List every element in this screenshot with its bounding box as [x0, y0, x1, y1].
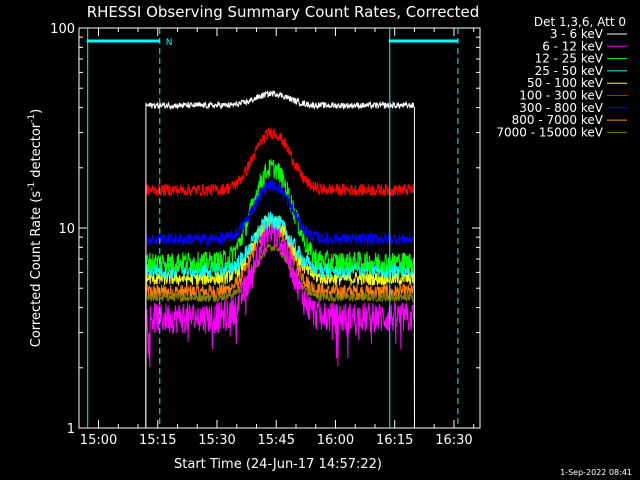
y-tick-label: 100 — [50, 22, 75, 37]
series-line-6 — [145, 177, 415, 428]
y-axis-label-main: Corrected Count Rate (s — [29, 191, 44, 348]
series-line-1 — [145, 221, 415, 428]
legend-header: Det 1,3,6, Att 0 — [534, 15, 626, 29]
y-axis-label: Corrected Count Rate (s-1 detector-1) — [27, 109, 44, 347]
legend-entry-label: 12 - 25 keV — [535, 52, 604, 66]
y-axis-label-mid: detector — [29, 122, 44, 182]
annotation-layer: N — [86, 28, 459, 428]
legend-entry-label: 25 - 50 keV — [535, 64, 604, 78]
series-line-5 — [145, 127, 415, 428]
timestamp: 1-Sep-2022 08:41 — [560, 468, 632, 477]
x-axis-label: Start Time (24-Jun-17 14:57:22) — [174, 457, 382, 472]
series-line-0 — [145, 89, 415, 428]
axis-layer: 1 10 100 15:00 15:15 15:30 15:45 16:00 16:15 16:3… — [50, 22, 480, 448]
y-tick-label: 1 — [67, 422, 75, 437]
legend-entry-label: 300 - 800 keV — [519, 101, 603, 115]
chart-title: RHESSI Observing Summary Count Rates, Co… — [87, 3, 480, 21]
saa-label: N — [166, 38, 173, 48]
x-tick-label: 15:00 — [80, 433, 117, 448]
y-axis-label-sup2: -1 — [27, 114, 37, 123]
legend-entry-label: 100 - 300 keV — [519, 89, 603, 103]
legend-entry-label: 6 - 12 keV — [542, 39, 604, 53]
x-tick-label: 16:30 — [435, 433, 472, 448]
x-tick-label: 15:30 — [198, 433, 235, 448]
legend-entry-label: 7000 - 15000 keV — [496, 125, 603, 139]
legend-entry-label: 50 - 100 keV — [527, 76, 604, 90]
x-tick-label: 15:45 — [258, 433, 295, 448]
x-tick-label: 15:15 — [139, 433, 176, 448]
series-line-2 — [145, 158, 415, 428]
y-axis-label-sup1: -1 — [27, 182, 37, 191]
series-line-7 — [145, 216, 415, 428]
y-tick-label: 10 — [58, 222, 75, 237]
data-layer — [145, 89, 415, 428]
y-axis-label-end: ) — [29, 109, 44, 114]
x-tick-label: 16:15 — [376, 433, 413, 448]
legend-entry-label: 800 - 7000 keV — [512, 113, 604, 127]
x-tick-label: 16:00 — [317, 433, 354, 448]
legend-entry-label: 3 - 6 keV — [550, 27, 604, 41]
